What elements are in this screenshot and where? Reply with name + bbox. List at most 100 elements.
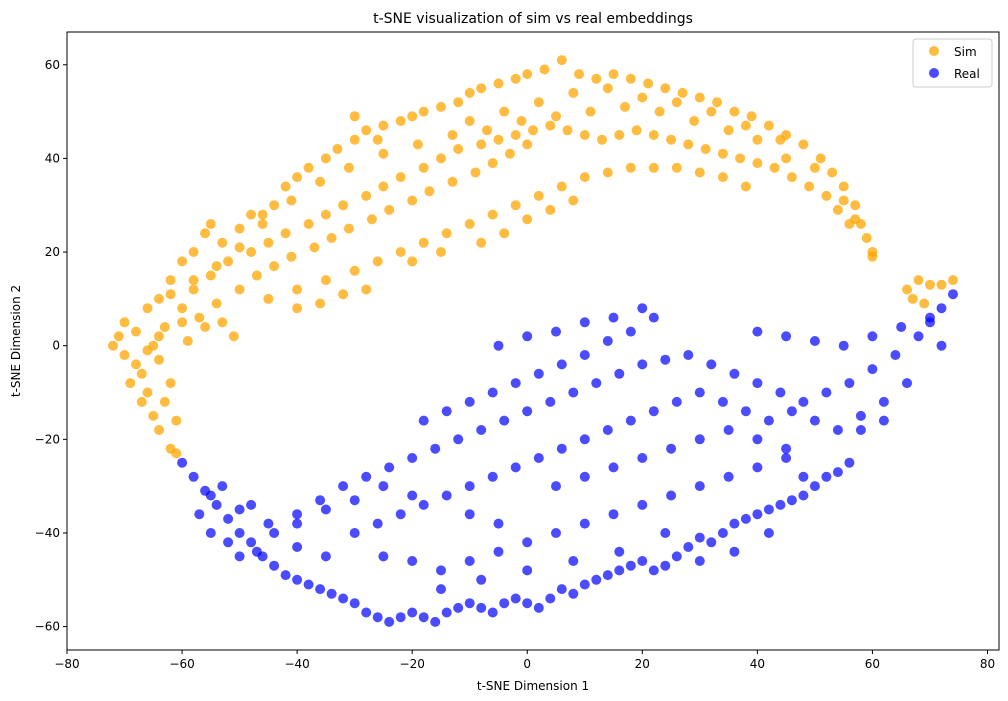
real-point — [608, 462, 619, 473]
real-point — [188, 471, 199, 482]
sim-point — [315, 298, 326, 309]
sim-point — [643, 78, 654, 89]
sim-point — [648, 130, 659, 140]
sim-point — [395, 172, 406, 183]
real-point — [522, 565, 533, 576]
sim-point — [131, 359, 141, 370]
sim-point — [119, 350, 130, 360]
x-tick-label: 0 — [523, 657, 531, 671]
sim-point — [637, 92, 648, 103]
sim-point — [188, 275, 199, 286]
sim-point — [533, 97, 544, 108]
sim-point — [338, 289, 349, 300]
sim-point — [412, 139, 423, 150]
real-point — [614, 368, 625, 379]
real-point — [821, 471, 832, 482]
sim-point — [533, 190, 544, 201]
real-point — [487, 387, 498, 398]
sim-point — [165, 275, 176, 286]
x-tick-label: 60 — [865, 657, 880, 671]
real-point — [568, 588, 579, 599]
real-point — [349, 495, 360, 506]
real-point — [948, 289, 958, 300]
real-point — [556, 584, 567, 595]
sim-point — [447, 130, 458, 140]
sim-point — [280, 228, 291, 239]
real-point — [234, 551, 245, 562]
sim-point — [919, 298, 930, 309]
real-point — [855, 425, 866, 435]
sim-point — [838, 181, 849, 192]
sim-point — [246, 247, 257, 257]
real-point — [493, 546, 504, 557]
real-point — [499, 598, 510, 609]
sim-point — [723, 125, 734, 136]
sim-point — [775, 134, 786, 145]
x-axis-ticks: −80 −60 −40 −20 0 20 40 60 80 — [54, 650, 995, 671]
real-point — [545, 396, 556, 407]
real-point — [269, 560, 280, 571]
sim-point — [217, 237, 228, 248]
real-point — [395, 509, 406, 520]
real-point — [798, 396, 809, 407]
real-point — [418, 499, 429, 510]
sim-point — [286, 195, 297, 206]
real-point — [706, 537, 717, 548]
sim-point — [850, 200, 861, 211]
sim-point — [154, 354, 164, 365]
real-point — [786, 406, 797, 417]
real-point — [781, 443, 792, 454]
sim-point — [136, 396, 147, 407]
real-point — [223, 537, 234, 548]
sim-point — [499, 106, 510, 117]
sim-point — [838, 195, 849, 206]
real-point — [384, 462, 395, 473]
sim-point — [752, 158, 763, 169]
real-point — [694, 481, 705, 492]
sim-point — [303, 162, 314, 173]
real-point — [234, 504, 245, 515]
real-point — [378, 551, 389, 562]
sim-point — [510, 73, 521, 84]
sim-point — [493, 78, 504, 89]
real-point — [510, 462, 521, 473]
real-point — [372, 612, 383, 623]
real-point — [476, 574, 487, 585]
sim-point — [752, 134, 763, 145]
sim-point — [562, 125, 573, 136]
sim-point — [165, 378, 176, 389]
series-real — [177, 289, 958, 627]
real-point — [838, 340, 849, 351]
sim-point — [148, 410, 159, 421]
sim-point — [165, 289, 176, 300]
real-point — [729, 368, 740, 379]
y-tick-label: 20 — [45, 245, 60, 259]
sim-point — [320, 153, 331, 164]
sim-point — [602, 167, 613, 178]
sim-point — [482, 125, 492, 136]
real-point — [430, 443, 441, 454]
real-point — [821, 387, 832, 398]
sim-point — [142, 345, 153, 356]
real-point — [326, 588, 337, 599]
real-point — [798, 471, 809, 482]
sim-point — [119, 317, 130, 328]
sim-point — [113, 331, 124, 342]
real-point — [844, 378, 855, 389]
real-point — [855, 410, 866, 421]
real-point — [798, 490, 809, 501]
sim-point — [620, 101, 630, 112]
sim-point — [717, 148, 728, 159]
sim-point — [280, 181, 291, 192]
sim-point — [200, 322, 211, 332]
real-point — [378, 481, 389, 492]
real-point — [608, 312, 619, 323]
sim-point — [556, 181, 567, 192]
real-point — [464, 556, 475, 566]
sim-point — [585, 106, 596, 117]
sim-point — [361, 125, 372, 136]
sim-point — [395, 116, 406, 126]
real-point — [809, 481, 820, 492]
sim-point — [470, 167, 481, 178]
real-point — [292, 518, 303, 529]
